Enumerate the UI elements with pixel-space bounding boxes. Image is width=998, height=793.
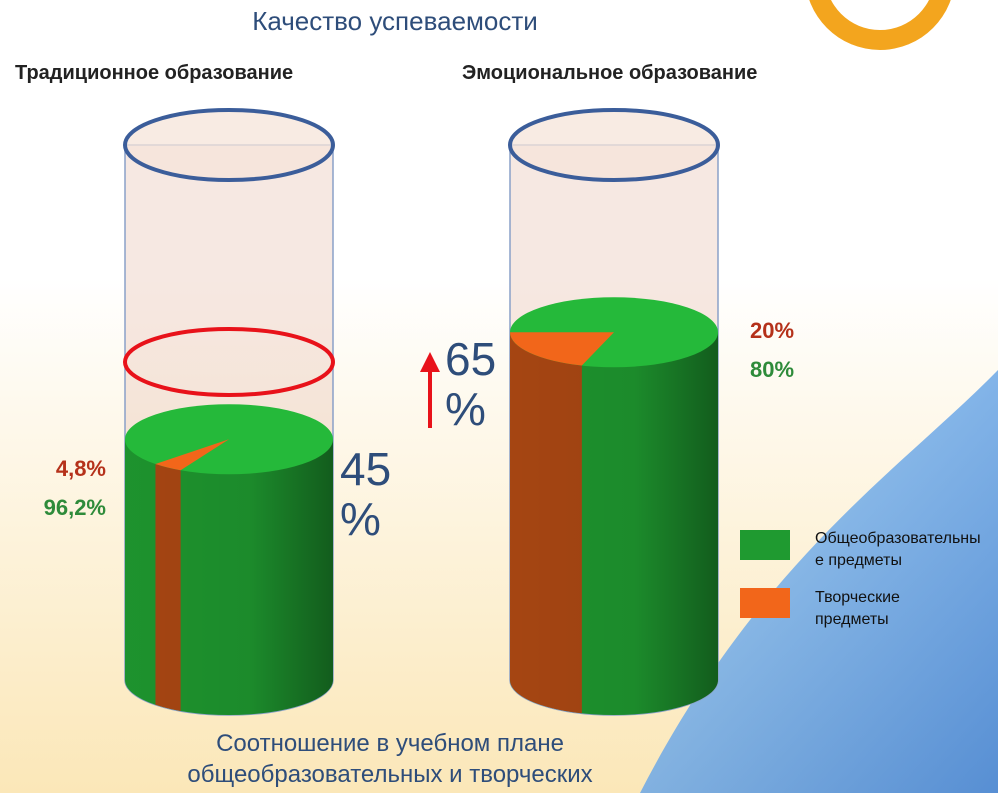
footer: Соотношение в учебном плане общеобразова… [140,728,640,793]
level-label: 65 % [445,334,505,434]
legend-label: Творческие предметы [815,587,935,631]
heading: Эмоциональное образование [462,62,757,85]
slice-label: 20% [750,318,794,344]
slice-label: 4,8% [36,456,106,482]
legend-label: Общеобразовательные предметы [815,528,987,572]
heading: Традиционное образование [15,62,293,85]
title: Качество успеваемости [195,6,595,37]
glass-top [125,110,333,180]
shading [125,439,333,715]
legend-swatch [740,530,790,560]
level-label: 45 % [340,444,400,544]
slice-label: 96,2% [16,495,106,521]
slice-label: 80% [750,357,794,383]
glass-top [510,110,718,180]
shading [510,332,718,715]
legend-swatch [740,588,790,618]
slide: Качество успеваемости Традиционное образ… [0,0,998,793]
